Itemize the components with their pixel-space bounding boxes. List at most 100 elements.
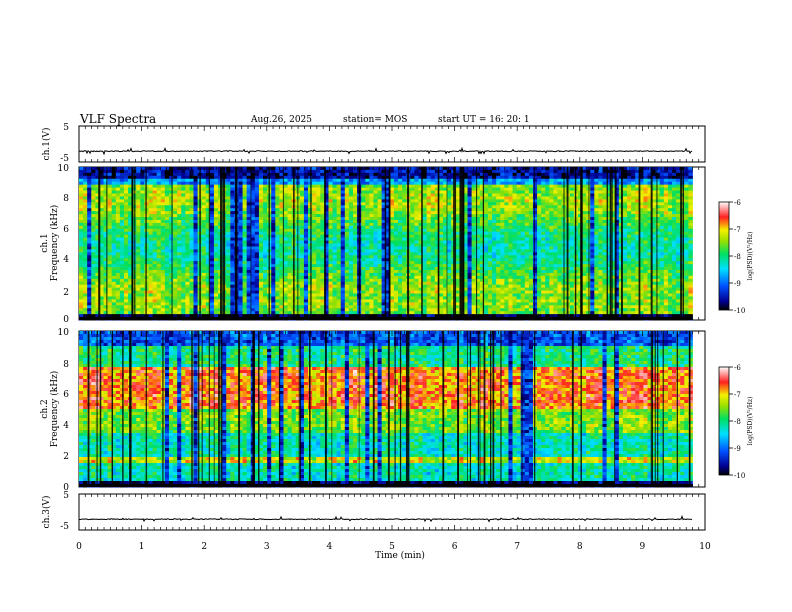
spectrogram-cell — [308, 178, 313, 183]
spectrogram-cell — [385, 208, 391, 212]
spectrogram-cell — [254, 267, 260, 271]
spectrogram-cell — [328, 264, 333, 268]
spectrogram-cell — [410, 293, 415, 297]
spectrogram-cell — [177, 211, 182, 215]
spectrogram-cell — [336, 190, 342, 194]
spectrogram-cell — [189, 267, 194, 271]
spectrogram-cell — [164, 296, 170, 300]
spectrogram-cell — [213, 202, 219, 206]
spectrogram-cell — [348, 243, 354, 247]
spectrogram-cell — [271, 184, 276, 188]
spectrogram-cell — [438, 305, 444, 309]
spectrogram-cell — [271, 208, 276, 212]
spectrogram-cell — [283, 181, 288, 186]
spectrogram-cell — [213, 225, 219, 230]
spectrogram-cell — [402, 252, 407, 256]
spectrogram-cell — [373, 275, 378, 280]
spectrogram-cell — [299, 237, 305, 241]
spectrogram-cell — [263, 234, 268, 239]
spectrogram-cell — [389, 299, 395, 303]
spectrogram-cell — [312, 172, 317, 177]
spectrogram-cell — [230, 249, 235, 253]
spectrogram-cell — [91, 225, 96, 230]
spectrogram-cell — [258, 237, 264, 241]
spectrogram-cell — [344, 290, 350, 294]
spectrogram-cell — [299, 299, 305, 303]
spectrogram-cell — [348, 217, 354, 221]
spectrogram-cell — [246, 249, 252, 253]
spectrogram-cell — [312, 208, 317, 212]
spectrogram-cell — [373, 249, 378, 253]
spectrogram-cell — [115, 167, 121, 171]
spectrogram-cell — [328, 305, 333, 309]
spectrogram-cell — [185, 205, 190, 209]
spectrogram-cell — [271, 225, 276, 230]
spectrogram-cell — [438, 196, 444, 200]
spectrogram-cell — [271, 217, 276, 221]
spectrogram-cell — [328, 225, 333, 230]
spectrogram-cell — [320, 293, 325, 297]
spectrogram-cell — [119, 234, 125, 239]
spectrogram-cell — [238, 211, 243, 215]
spectrogram-cell — [377, 211, 383, 215]
spectrogram-cell — [226, 219, 231, 224]
spectrogram-cell — [332, 211, 338, 215]
spectrogram-cell — [250, 267, 256, 271]
spectrogram-cell — [430, 272, 436, 277]
spectrogram-cell — [181, 293, 186, 297]
spectrogram-cell — [111, 243, 117, 247]
spectrogram-cell — [430, 296, 436, 300]
spectrogram-cell — [385, 269, 391, 274]
spectrogram-cell — [299, 190, 305, 194]
spectrogram-cell — [381, 175, 387, 180]
spectrogram-cell — [353, 172, 358, 177]
spectrogram-cell — [115, 264, 121, 268]
spectrogram-cell — [340, 231, 346, 236]
spectrogram-cell — [279, 308, 284, 312]
spectrogram-cell — [213, 184, 219, 188]
spectrogram-cell — [336, 219, 342, 224]
spectrogram-cell — [95, 293, 100, 297]
spectrogram-cell — [205, 278, 211, 283]
spectrogram-cell — [250, 252, 256, 256]
spectrogram-cell — [393, 258, 399, 262]
spectrogram-cell — [91, 258, 96, 262]
spectrogram-cell — [185, 278, 190, 283]
spectrogram-cell — [152, 255, 158, 259]
spectrogram-cell — [111, 240, 117, 244]
spectrogram-cell — [283, 296, 288, 300]
spectrogram-cell — [438, 272, 444, 277]
spectrogram-cell — [83, 187, 88, 191]
spectrogram-cell — [385, 293, 391, 297]
spectrogram-cell — [209, 269, 215, 274]
spectrogram-cell — [332, 246, 338, 250]
spectrogram-cell — [447, 202, 452, 206]
spectrogram-cell — [361, 208, 366, 212]
spectrogram-cell — [201, 199, 207, 203]
spectrogram-cell — [393, 281, 399, 286]
spectrogram-cell — [373, 240, 378, 244]
spectrogram-cell — [344, 264, 350, 268]
spectrogram-cell — [213, 237, 219, 241]
spectrogram-cell — [103, 258, 109, 262]
spectrogram-cell — [103, 234, 109, 239]
spectrogram-cell — [353, 243, 358, 247]
spectrogram-cell — [168, 272, 174, 277]
spectrogram-cell — [115, 305, 121, 309]
station-label: station= MOS — [343, 115, 408, 125]
spectrogram-cell — [115, 169, 121, 174]
spectrogram-cell — [238, 305, 243, 309]
spectrogram-cell — [95, 214, 100, 218]
spectrogram-cell — [426, 169, 432, 174]
spectrogram-cell — [299, 167, 305, 171]
spectrogram-cell — [283, 267, 288, 271]
spectrogram-cell — [434, 208, 440, 212]
spectrogram-cell — [238, 219, 243, 224]
spectrogram-cell — [275, 219, 280, 224]
spectrogram-cell — [148, 202, 154, 206]
spectrogram-cell — [242, 187, 248, 191]
spectrogram-cell — [402, 305, 407, 309]
spectrogram-cell — [123, 222, 129, 227]
spectrogram-cell — [160, 187, 166, 191]
spectrogram-cell — [418, 178, 423, 183]
